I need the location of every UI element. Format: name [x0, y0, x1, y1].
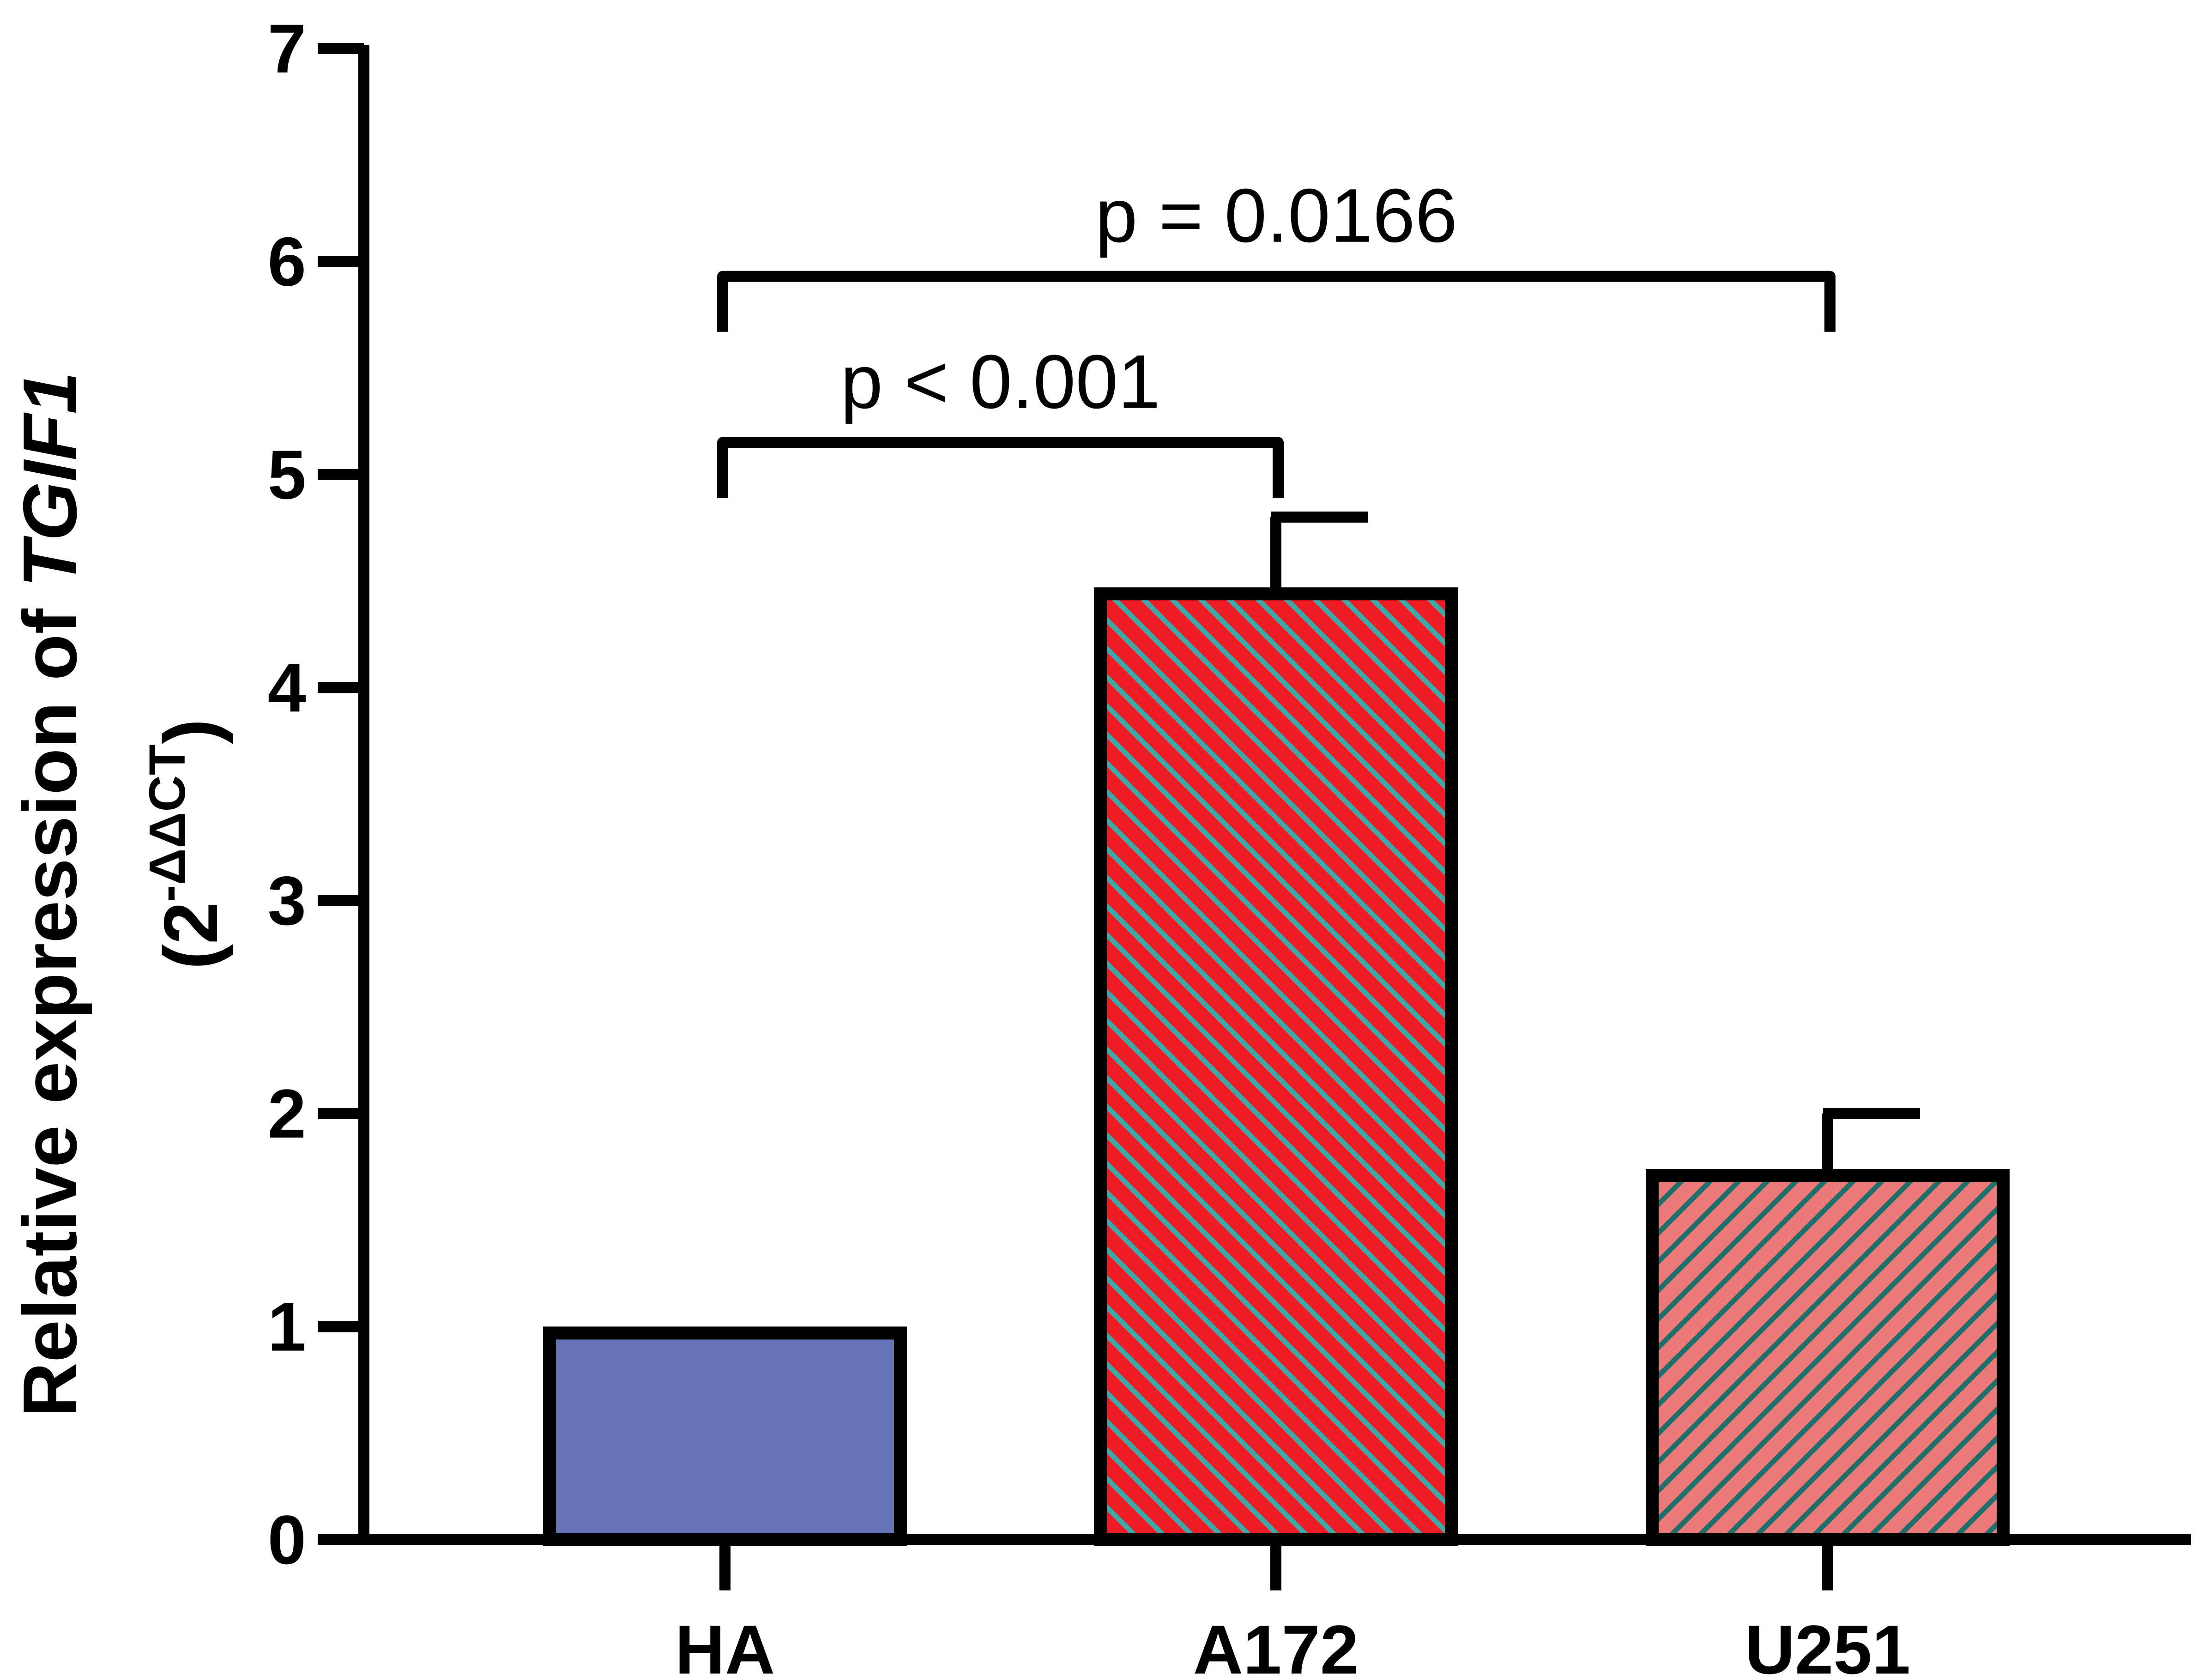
- y-axis-title-gene: TGIF1: [7, 372, 92, 588]
- x-tick-label-U251: U251: [1745, 1611, 1911, 1680]
- p-value-label-2: p = 0.0166: [1095, 173, 1457, 258]
- bar-A172: [1094, 587, 1458, 1547]
- y-tick-label-1: 1: [268, 1288, 306, 1366]
- tick-labels: 0 1 2 3 4 5 6 7 HA A172 U251: [268, 10, 1911, 1680]
- y-tick-label-4: 4: [268, 649, 306, 726]
- error-bar-A172: [1270, 512, 1368, 594]
- x-tick-label-A172: A172: [1193, 1611, 1359, 1680]
- significance-bracket-2: p = 0.0166: [717, 173, 1836, 332]
- significance-brackets: p < 0.001 p = 0.0166: [717, 173, 1836, 498]
- error-bar-U251: [1822, 1108, 1920, 1175]
- y-tick-label-5: 5: [268, 436, 306, 513]
- y-axis-unit-superscript: -ΔΔCT: [139, 744, 196, 902]
- error-bars: [1270, 512, 1920, 1175]
- bar-HA: [543, 1326, 907, 1547]
- y-axis-title-unit: (2-ΔΔCT): [139, 719, 233, 969]
- y-axis-title-prefix: Relative expression of: [7, 588, 92, 1417]
- bar-U251: [1646, 1168, 2010, 1546]
- y-axis-unit-open: (2: [148, 902, 233, 969]
- y-tick-label-2: 2: [268, 1075, 306, 1152]
- bars: [543, 587, 2010, 1547]
- p-value-label-1: p < 0.001: [840, 339, 1160, 424]
- x-tick-label-HA: HA: [675, 1611, 775, 1680]
- y-axis-title: Relative expression of TGIF1: [7, 372, 92, 1417]
- y-tick-label-3: 3: [268, 862, 306, 939]
- y-tick-label-6: 6: [268, 223, 306, 300]
- y-tick-label-7: 7: [268, 10, 306, 87]
- y-axis-unit-close: ): [148, 719, 233, 744]
- significance-bracket-1: p < 0.001: [717, 339, 1284, 498]
- y-tick-label-0: 0: [268, 1501, 306, 1578]
